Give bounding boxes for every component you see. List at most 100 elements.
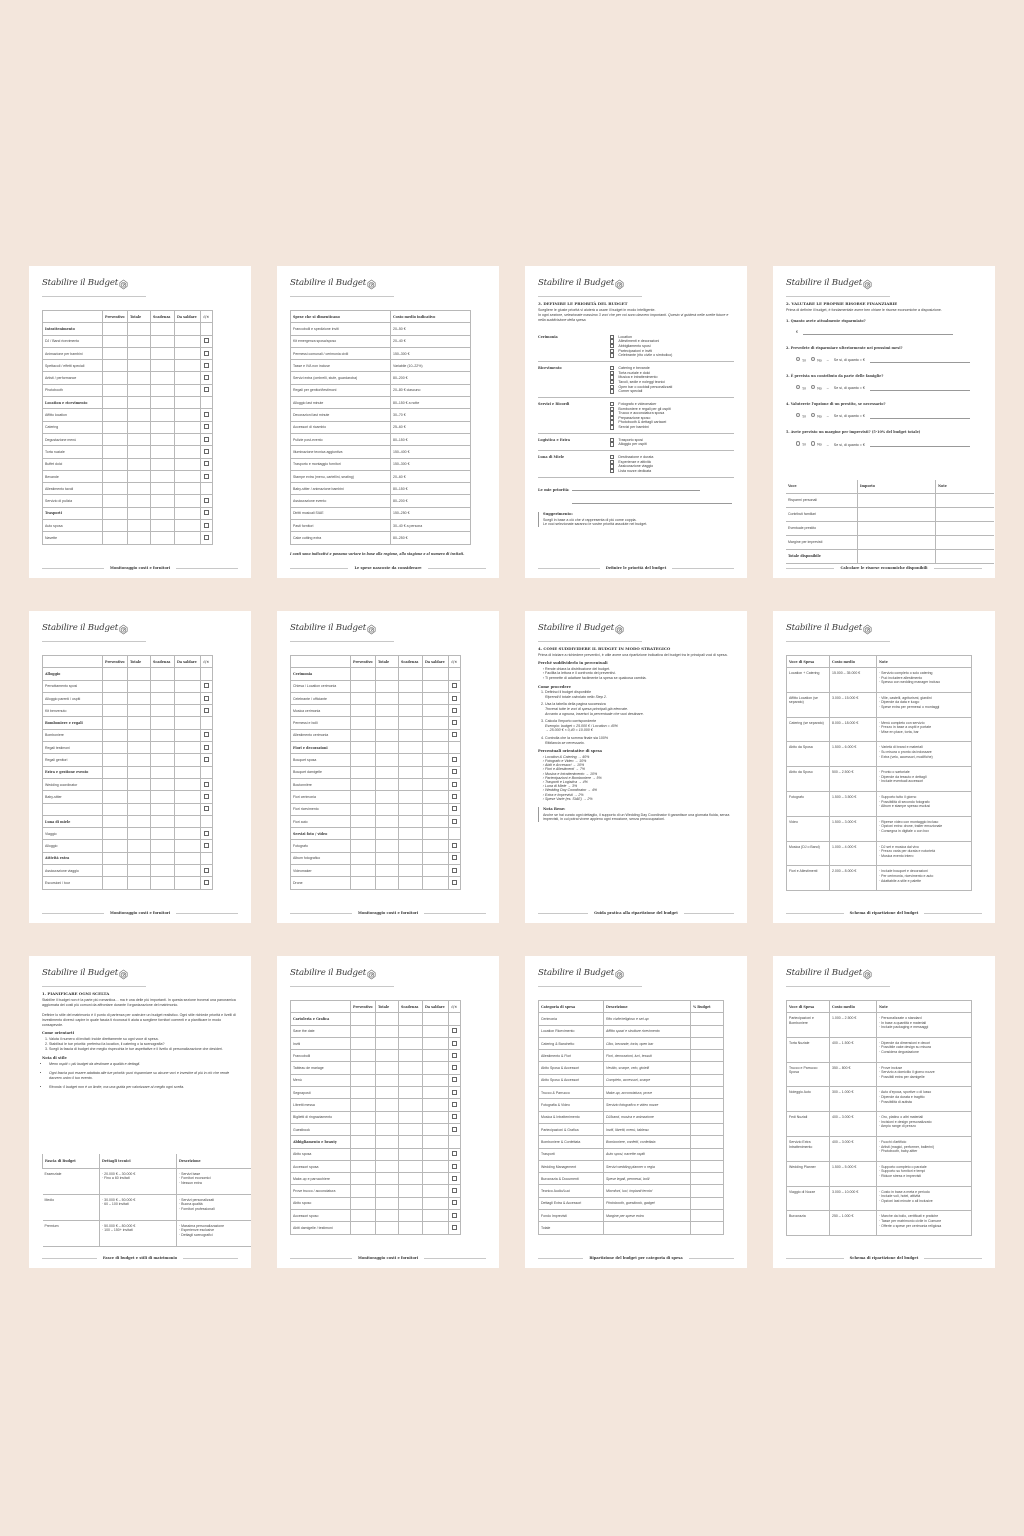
percent-input[interactable] (690, 1184, 724, 1198)
amount-cell[interactable] (127, 691, 151, 706)
amount-cell[interactable] (174, 802, 201, 816)
amount-cell[interactable] (127, 359, 151, 373)
amount-cell[interactable] (127, 322, 151, 336)
checkbox[interactable] (452, 1224, 457, 1230)
checkbox[interactable] (452, 1065, 457, 1071)
checkbox[interactable] (204, 362, 209, 368)
priority-option[interactable]: Servizi per bambini (610, 425, 671, 430)
check-cell[interactable] (448, 1036, 461, 1051)
checkbox[interactable] (452, 1163, 457, 1169)
checkbox[interactable] (204, 338, 209, 344)
amount-cell[interactable] (150, 704, 175, 718)
radio-button[interactable] (796, 412, 801, 418)
amount-cell[interactable] (375, 1012, 399, 1026)
amount-cell[interactable] (102, 667, 128, 681)
checkbox[interactable] (452, 769, 457, 775)
amount-cell[interactable] (150, 777, 175, 792)
percent-input[interactable] (690, 1196, 724, 1211)
amount-cell[interactable] (375, 667, 399, 681)
amount-cell[interactable] (350, 790, 376, 804)
checkbox[interactable] (204, 412, 209, 418)
amount-cell[interactable] (398, 1061, 423, 1075)
checkbox[interactable] (452, 707, 457, 713)
amount-cell[interactable] (350, 1086, 376, 1100)
checkbox[interactable] (204, 522, 209, 528)
amount-cell[interactable] (422, 1221, 449, 1235)
priority-option[interactable]: Trucco e acconciatura sposa (610, 411, 671, 416)
check-cell[interactable] (448, 1147, 461, 1161)
check-cell[interactable] (200, 445, 213, 459)
amount-cell[interactable] (398, 1098, 423, 1112)
notes-cell[interactable] (935, 520, 994, 536)
amount-cell[interactable] (127, 827, 151, 841)
amount-cell[interactable] (398, 1135, 423, 1149)
checkbox[interactable] (452, 879, 457, 885)
amount-cell[interactable] (375, 1086, 399, 1100)
no-option[interactable]: No (810, 441, 822, 447)
percent-input[interactable] (690, 1012, 724, 1026)
amount-cell[interactable] (174, 839, 201, 853)
amount-cell[interactable] (174, 432, 201, 447)
amount-cell[interactable] (102, 876, 128, 890)
amount-cell[interactable] (375, 1221, 399, 1235)
check-cell[interactable] (200, 494, 213, 508)
check-cell[interactable] (200, 691, 213, 706)
amount-cell[interactable] (174, 827, 201, 841)
amount-cell[interactable] (375, 777, 399, 792)
amount-cell[interactable] (857, 534, 936, 550)
check-cell[interactable] (200, 802, 213, 816)
amount-cell[interactable] (150, 519, 175, 533)
check-cell[interactable] (448, 851, 461, 866)
checkbox[interactable] (452, 1151, 457, 1157)
amount-cell[interactable] (127, 383, 151, 398)
notes-cell[interactable] (935, 534, 994, 550)
check-cell[interactable] (448, 1196, 461, 1211)
amount-cell[interactable] (102, 728, 128, 743)
amount-cell[interactable] (102, 457, 128, 471)
check-cell[interactable] (448, 876, 461, 890)
check-cell[interactable] (200, 741, 213, 755)
check-cell[interactable] (448, 1073, 461, 1088)
amount-cell[interactable] (102, 704, 128, 718)
amount-cell[interactable] (174, 864, 201, 878)
percent-input[interactable] (690, 1086, 724, 1100)
amount-cell[interactable] (350, 1024, 376, 1038)
amount-cell[interactable] (102, 494, 128, 508)
amount-cell[interactable] (102, 482, 128, 496)
check-cell[interactable] (200, 728, 213, 743)
priority-option[interactable]: Musica e intrattenimento (610, 375, 672, 380)
percent-input[interactable] (690, 1049, 724, 1063)
amount-cell[interactable] (350, 1110, 376, 1124)
amount-cell[interactable] (150, 753, 175, 767)
amount-cell[interactable] (127, 506, 151, 521)
amount-cell[interactable] (150, 814, 175, 829)
check-cell[interactable] (448, 1159, 461, 1174)
checkbox[interactable] (610, 411, 615, 416)
amount-cell[interactable] (375, 839, 399, 853)
check-cell[interactable] (200, 790, 213, 804)
check-cell[interactable] (448, 1184, 461, 1198)
checkbox[interactable] (204, 534, 209, 540)
priority-option[interactable]: Corner speciali (610, 389, 672, 394)
amount-cell[interactable] (127, 408, 151, 422)
amount-cell[interactable] (398, 864, 423, 878)
amount-cell[interactable] (398, 1012, 423, 1026)
amount-cell[interactable] (102, 753, 128, 767)
checkbox[interactable] (452, 867, 457, 873)
amount-cell[interactable] (150, 864, 175, 878)
checkbox[interactable] (610, 420, 615, 425)
amount-cell[interactable] (398, 876, 423, 890)
amount-cell[interactable] (174, 408, 201, 422)
check-cell[interactable] (448, 741, 461, 755)
amount-cell[interactable] (350, 667, 376, 681)
check-cell[interactable] (448, 765, 461, 779)
amount-cell[interactable] (150, 765, 175, 779)
checkbox[interactable] (452, 757, 457, 763)
amount-cell[interactable] (422, 704, 449, 718)
checkbox[interactable] (610, 406, 615, 411)
check-cell[interactable] (448, 704, 461, 718)
checkbox[interactable] (452, 843, 457, 849)
amount-cell[interactable] (150, 383, 175, 398)
priority-option[interactable]: Torta nuziale e dolci (610, 370, 672, 376)
checkbox[interactable] (610, 348, 615, 353)
